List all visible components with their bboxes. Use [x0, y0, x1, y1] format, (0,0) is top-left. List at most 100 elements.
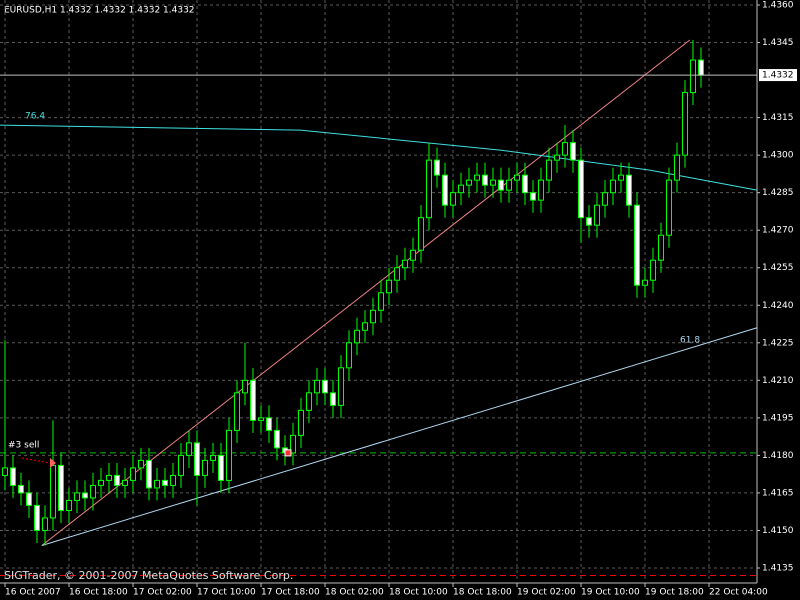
candle-body [74, 492, 80, 501]
candle-body [122, 479, 128, 486]
candle-body [674, 154, 680, 181]
y-tick-label: 1.4300 [762, 151, 794, 161]
x-tick-label: 19 Oct 18:00 [645, 588, 704, 598]
x-tick-label: 18 Oct 18:00 [453, 588, 512, 598]
x-tick-label: 18 Oct 02:00 [325, 588, 384, 598]
candle-body [642, 279, 648, 286]
candle-body [498, 179, 504, 191]
candle-body [194, 442, 200, 476]
candle-body [322, 379, 328, 394]
candle-body [162, 479, 168, 486]
candle-body [138, 459, 144, 469]
candle-body [610, 179, 616, 194]
x-tick-label: 18 Oct 10:00 [389, 588, 448, 598]
candle-body [26, 492, 32, 506]
candle-body [186, 442, 192, 456]
candle-body [474, 174, 480, 181]
x-tick-label: 19 Oct 10:00 [581, 588, 640, 598]
y-tick-label: 1.4195 [762, 413, 794, 423]
candle-body [58, 464, 64, 511]
candle-body [514, 174, 520, 181]
candle-body [130, 467, 136, 481]
candle-body [458, 184, 464, 194]
candle-body [106, 474, 112, 481]
candle-body [698, 59, 704, 76]
candle-body [426, 159, 432, 219]
y-tick-label: 1.4345 [762, 38, 794, 48]
candle-body [506, 179, 512, 191]
y-tick-label: 1.4150 [762, 526, 794, 536]
candle-body [250, 379, 256, 421]
x-tick-label: 22 Oct 04:00 [709, 588, 768, 598]
candle-body [434, 159, 440, 176]
y-tick-label: 1.4180 [762, 451, 794, 461]
x-tick-label: 16 Oct 18:00 [69, 588, 128, 598]
candle-body [666, 179, 672, 236]
candle-body [354, 329, 360, 344]
candle-body [290, 434, 296, 454]
y-tick-label: 1.4285 [762, 188, 794, 198]
candle-body [218, 454, 224, 481]
y-tick-label: 1.4210 [762, 376, 794, 386]
order-annotation: #3 sell [8, 441, 39, 451]
candle-body [202, 459, 208, 476]
candle-body [394, 267, 400, 281]
candle-body [98, 479, 104, 486]
candle-body [594, 204, 600, 226]
candle-body [482, 174, 488, 186]
candle-body [330, 392, 336, 406]
candle-body [90, 484, 96, 499]
candle-body [338, 367, 344, 406]
current-price-label: 1.4332 [762, 71, 794, 81]
candle-body [298, 409, 304, 436]
candle-body [266, 417, 272, 431]
candle-body [66, 499, 72, 511]
y-tick-label: 1.4255 [762, 263, 794, 273]
candle-body [690, 59, 696, 94]
candle-body [146, 459, 152, 489]
candle-body [154, 479, 160, 489]
candle-body [362, 322, 368, 331]
candle-body [418, 217, 424, 251]
candle-body [306, 392, 312, 411]
x-tick-label: 17 Oct 10:00 [197, 588, 256, 598]
current-price-box [759, 69, 797, 82]
candle-body [274, 429, 280, 449]
candle-body [402, 259, 408, 269]
candle-body [650, 259, 656, 281]
y-tick-label: 1.4225 [762, 338, 794, 348]
candle-body [2, 467, 8, 476]
candle-body [538, 179, 544, 201]
candle-body [18, 484, 24, 494]
candle-body [82, 492, 88, 499]
trendline-label: 76.4 [25, 112, 45, 122]
candle-body [634, 204, 640, 286]
candle-body [178, 454, 184, 476]
candle-body [386, 279, 392, 294]
candle-body [626, 174, 632, 206]
candle-body [442, 174, 448, 206]
footer: SIGTrader, © 2001-2007 MetaQuotes Softwa… [4, 569, 293, 582]
candle-body [346, 342, 352, 369]
candle-body [10, 467, 16, 486]
y-tick-label: 1.4270 [762, 226, 794, 236]
candle-body [586, 217, 592, 226]
candle-body [210, 454, 216, 461]
x-tick-label: 19 Oct 02:00 [517, 588, 576, 598]
candle-body [546, 159, 552, 181]
candle-body [490, 179, 496, 186]
candle-body [114, 474, 120, 486]
candle-body [530, 192, 536, 201]
candle-body [378, 292, 384, 311]
y-tick-label: 1.4135 [762, 563, 794, 573]
y-tick-label: 1.4165 [762, 488, 794, 498]
candle-body [234, 392, 240, 431]
candle-body [50, 464, 56, 519]
candle-body [226, 429, 232, 481]
candle-body [578, 159, 584, 219]
y-tick-label: 1.4360 [762, 1, 794, 11]
candle-body [562, 142, 568, 156]
x-tick-label: 17 Oct 02:00 [133, 588, 192, 598]
